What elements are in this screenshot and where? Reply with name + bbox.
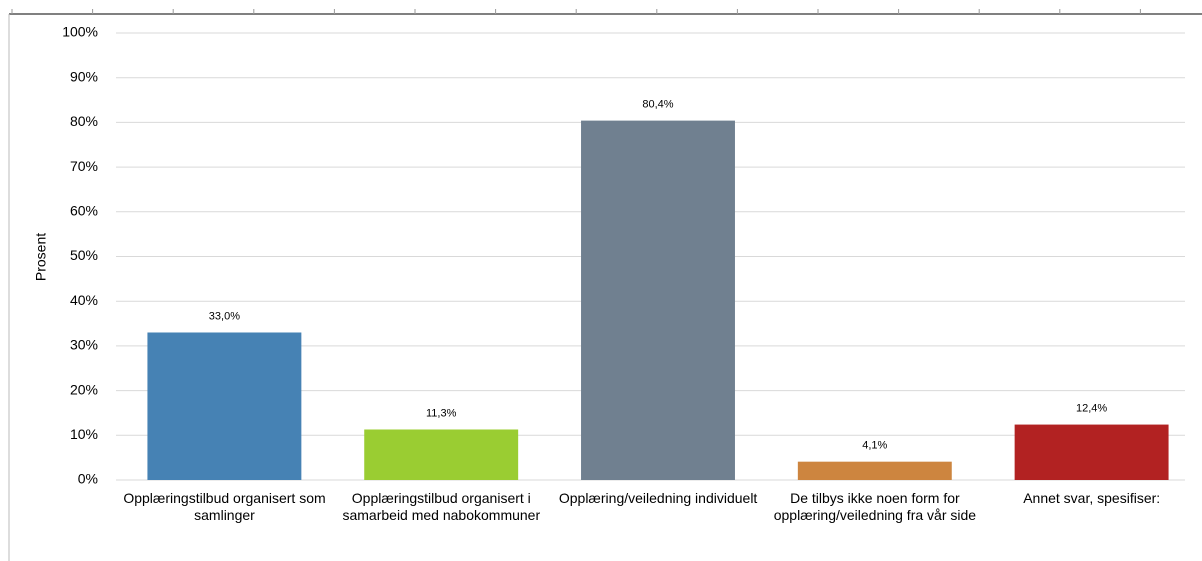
y-tick-label: 10% — [70, 426, 98, 442]
bar — [147, 332, 302, 480]
bar — [1014, 424, 1169, 480]
y-tick-label: 20% — [70, 381, 98, 397]
y-tick-label: 50% — [70, 247, 98, 263]
y-tick-label: 80% — [70, 113, 98, 129]
x-tick-label: Opplæring/veiledning individuelt — [558, 490, 758, 506]
x-tick-label: Annet svar, spesifiser: — [1023, 490, 1161, 506]
bar — [797, 461, 952, 480]
y-tick-label: 40% — [70, 292, 98, 308]
y-tick-label: 0% — [78, 471, 98, 487]
y-tick-label: 60% — [70, 203, 98, 219]
bar — [581, 120, 735, 480]
value-label: 12,4% — [1076, 402, 1107, 414]
top-ticks — [11, 9, 1141, 14]
value-label: 33,0% — [209, 310, 240, 322]
y-tick-label: 70% — [70, 158, 98, 174]
x-tick-label: Opplæringstilbud organisert som samlinge… — [123, 490, 326, 523]
value-label: 4,1% — [862, 440, 887, 452]
value-label: 11,3% — [426, 407, 457, 419]
bar — [364, 429, 519, 480]
y-tick-label: 30% — [70, 337, 98, 353]
y-tick-label: 90% — [70, 68, 98, 84]
y-tick-label: 100% — [62, 24, 98, 40]
x-tick-label: De tilbys ikke noen form for opplæring/v… — [773, 490, 977, 523]
x-tick-label: Opplæringstilbud organisert i samarbeid … — [342, 490, 541, 523]
value-label: 80,4% — [642, 99, 673, 111]
y-axis-label: Prosent — [33, 233, 49, 281]
